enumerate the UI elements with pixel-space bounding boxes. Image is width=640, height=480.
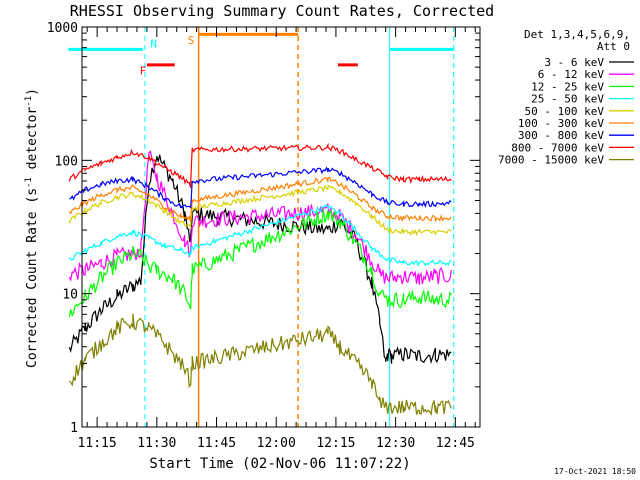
plot-frame [81,26,481,428]
chart-marks: N F S [68,27,455,427]
legend-label-100-300-kev: 100 - 300 keV [518,117,604,130]
y-axis-label: Corrected Count Rate (s-1 detector-1) [24,88,40,368]
legend-label-300-800-kev: 300 - 800 keV [518,129,604,142]
flag-label-s: S [188,34,195,47]
x-tick-label-11-15: 11:15 [78,436,117,451]
legend-header-2: Att 0 [597,40,630,53]
legend-label-25-50-kev: 25 - 50 keV [531,93,604,106]
y-tick-label-1000: 1000 [47,21,78,36]
legend-label-6-12-kev: 6 - 12 keV [538,68,605,81]
y-tick-label-10: 10 [62,288,78,303]
x-tick-label-12-15: 12:15 [316,436,355,451]
y-axis-label-end: ) [25,88,40,96]
legend-label-800-7000-kev: 800 - 7000 keV [511,141,604,154]
legend-header-1: Det 1,3,4,5,6,9, [524,28,630,41]
legend-label-7000-15000-kev: 7000 - 15000 keV [498,154,604,167]
y-axis-label-sup1: -1 [24,177,34,188]
series-line-3-6-kev [68,154,452,365]
x-tick-label-11-45: 11:45 [197,436,236,451]
legend-label-3-6-kev: 3 - 6 keV [544,56,604,69]
series-line-100-300-kev [68,176,452,223]
legend-label-50-100-kev: 50 - 100 keV [525,105,605,118]
series-line-7000-15000-kev [68,313,452,416]
y-tick-label-1: 1 [70,421,78,436]
y-tick-label-100: 100 [55,154,78,169]
legend-label-12-25-kev: 12 - 25 keV [531,80,604,93]
x-tick-label-11-30: 11:30 [137,436,176,451]
flag-label-f: F [140,65,147,78]
x-tick-label-12-30: 12:30 [376,436,415,451]
series-line-800-7000-kev [68,142,452,188]
series-line-50-100-kev [68,184,452,237]
series-line-300-800-kev [69,166,452,209]
x-tick-label-12-00: 12:00 [257,436,296,451]
y-axis-label-mid: detector [25,107,40,178]
chart-title: RHESSI Observing Summary Count Rates, Co… [70,2,494,20]
y-axis-label-main: Corrected Count Rate (s [25,188,40,368]
axis-ticks: 1 10 100 1000 11:15 11:30 11:45 12:00 12:15 12:30… [47,21,480,451]
series-line-12-25-kev [68,209,452,318]
generation-timestamp: 17-Oct-2021 18:50 [554,467,636,476]
x-tick-label-12-45: 12:45 [436,436,475,451]
flag-label-n: N [150,38,157,51]
series-line-25-50-kev [68,203,452,267]
x-axis-label: Start Time (02-Nov-06 11:07:22) [149,456,410,472]
y-axis-label-sup2: -1 [24,96,34,107]
